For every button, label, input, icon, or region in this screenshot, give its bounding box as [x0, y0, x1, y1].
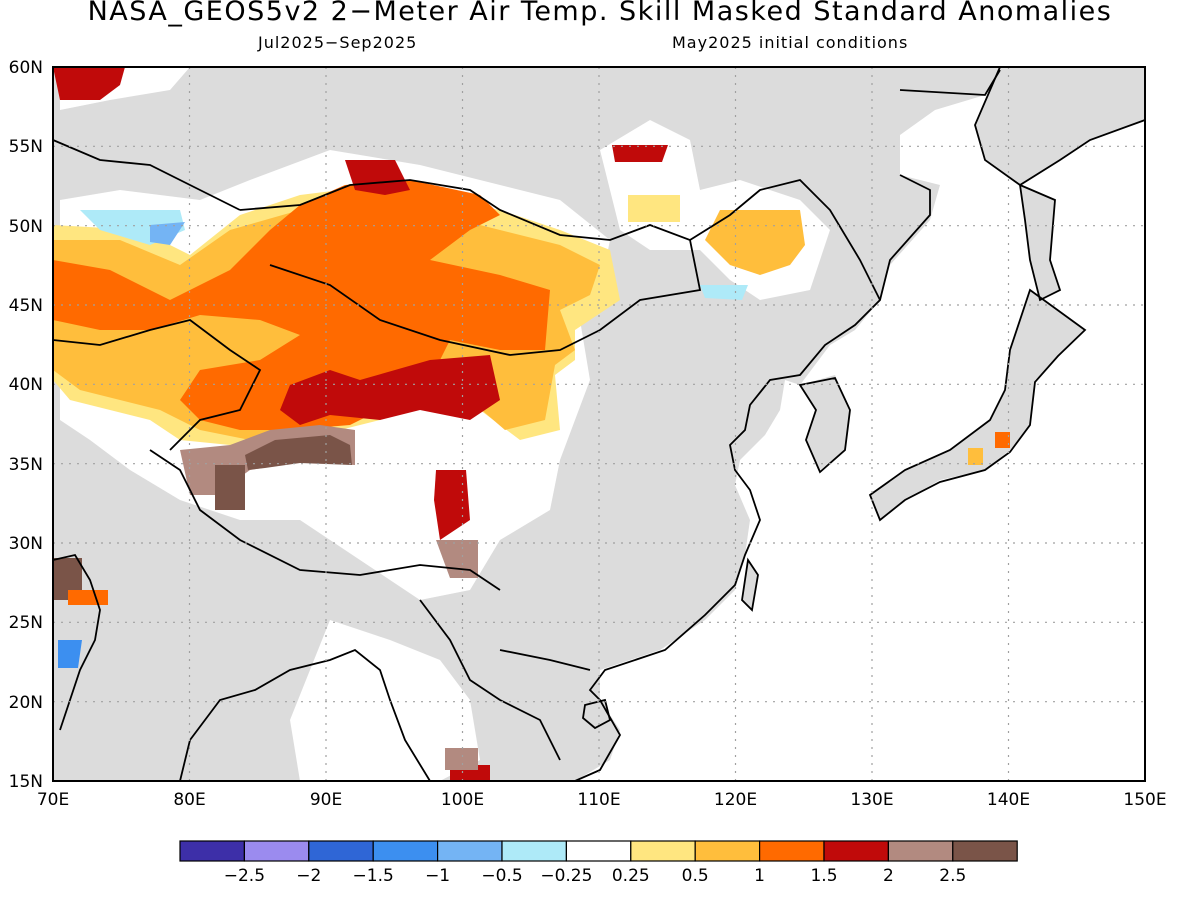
- anomaly-brown-arabia: [53, 558, 82, 600]
- legend-swatch: [694, 840, 761, 862]
- legend-swatch: [630, 840, 696, 862]
- anomaly-orange-japan: [995, 432, 1010, 448]
- anomaly-dark-red-tibet: [434, 470, 470, 540]
- lon-tick-label: 100E: [441, 790, 484, 810]
- legend-swatch: [952, 840, 1018, 862]
- legend-label: 0.5: [682, 866, 709, 886]
- legend-swatch: [372, 840, 439, 862]
- map-field: [53, 67, 1145, 781]
- land-mask-korea: [800, 375, 850, 470]
- coastline-taiwan: [741, 557, 759, 612]
- anomaly-brown-south: [445, 748, 478, 770]
- anomaly-yellow-baikal: [628, 195, 680, 222]
- lat-tick-label: 60N: [9, 58, 43, 78]
- lon-tick-label: 140E: [987, 790, 1030, 810]
- legend-swatch: [437, 840, 503, 862]
- legend-label: −2: [296, 866, 321, 886]
- lat-tick-label: 35N: [9, 455, 43, 475]
- legend-label: 1.5: [810, 866, 837, 886]
- anomaly-blue-west: [150, 222, 185, 245]
- coastline-hainan: [582, 698, 612, 730]
- legend-swatch: [823, 840, 890, 862]
- coastline-japan: [868, 288, 1087, 522]
- coastlines: [53, 67, 1145, 781]
- legend-label: −1: [425, 866, 450, 886]
- map-frame: [52, 66, 1146, 782]
- initial-conditions: May2025 initial conditions: [672, 33, 909, 52]
- border-russia: [53, 139, 881, 301]
- legend-swatch: [501, 840, 568, 862]
- lon-tick-label: 130E: [850, 790, 893, 810]
- legend-swatch: [758, 840, 825, 862]
- anomaly-dark-red-north: [345, 160, 410, 195]
- legend-label: 0.25: [612, 866, 650, 886]
- anomaly-orange-northeast: [705, 210, 805, 275]
- legend-label: −0.25: [540, 866, 592, 886]
- anomaly-stripe-arabia: [68, 590, 108, 605]
- lon-tick-label: 90E: [310, 790, 342, 810]
- legend-label: −1.5: [353, 866, 394, 886]
- color-legend: −2.5 −2 −1.5 −1 −0.5 −0.25 0.25 0.5 1 1.5 2 2.5: [179, 840, 1018, 886]
- lat-tick-label: 45N: [9, 296, 43, 316]
- coastline-india: [179, 648, 431, 781]
- legend-label: −0.5: [481, 866, 522, 886]
- legend-label: −2.5: [224, 866, 265, 886]
- unmasked-zone-bay: [290, 620, 480, 781]
- legend-swatch: [179, 840, 246, 862]
- legend-label: 2.5: [939, 866, 966, 886]
- graticule: [53, 67, 1145, 781]
- lat-tick-label: 55N: [9, 137, 43, 157]
- coastline-korea: [798, 376, 851, 474]
- lat-tick-label: 25N: [9, 613, 43, 633]
- coastline-sakhalin: [1018, 183, 1062, 302]
- legend-swatch: [308, 840, 374, 862]
- coastline-kamchatka: [974, 67, 1145, 187]
- land-mask-northeast: [975, 67, 1145, 185]
- coastline-arabian-sea: [53, 553, 101, 731]
- lon-tick-label: 70E: [37, 790, 69, 810]
- lat-tick-label: 15N: [9, 772, 43, 792]
- anomaly-blue-arabia: [58, 640, 82, 668]
- lat-tick-label: 50N: [9, 217, 43, 237]
- forecast-period: Jul2025−Sep2025: [258, 33, 418, 52]
- lon-tick-label: 110E: [577, 790, 620, 810]
- anomaly-dark-red-corner: [53, 67, 125, 100]
- chart-title: NASA_GEOS5v2 2−Meter Air Temp. Skill Mas…: [87, 0, 1113, 27]
- legend-label: 2: [883, 866, 894, 886]
- lon-tick-label: 80E: [173, 790, 205, 810]
- lat-tick-label: 30N: [9, 534, 43, 554]
- anomaly-brown-dark: [245, 435, 352, 470]
- lon-tick-label: 150E: [1123, 790, 1166, 810]
- border-central-asia: [53, 319, 262, 451]
- lat-tick-label: 20N: [9, 693, 43, 713]
- lat-tick-label: 40N: [9, 375, 43, 395]
- legend-swatch: [243, 840, 310, 862]
- anomaly-dark-red-west: [280, 355, 500, 425]
- lon-tick-label: 120E: [714, 790, 757, 810]
- anomaly-brown-dark-west: [215, 465, 245, 510]
- border-southeast-asia: [419, 599, 591, 761]
- anomaly-light-blue-east: [700, 285, 748, 300]
- anomaly-dark-red-baikal: [612, 145, 668, 162]
- legend-swatch: [565, 840, 632, 862]
- border-himalaya: [149, 449, 501, 591]
- land-mask-sakhalin: [1020, 185, 1060, 300]
- legend-label: 1: [754, 866, 765, 886]
- anomaly-orange-japan-2: [968, 448, 983, 465]
- legend-swatch: [887, 840, 954, 862]
